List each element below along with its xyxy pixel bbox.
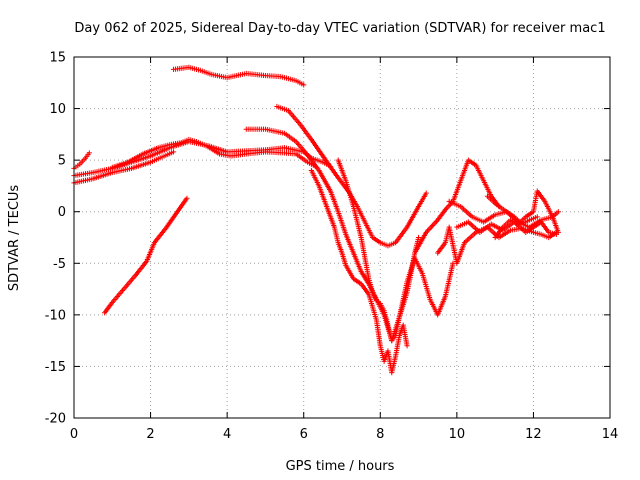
x-tick-label: 0 xyxy=(70,427,78,442)
series-arc-4 xyxy=(102,195,190,316)
series-arc-10 xyxy=(335,157,422,344)
x-tick-label: 6 xyxy=(300,427,308,442)
series-arc-6 xyxy=(109,136,318,170)
series-markers xyxy=(484,193,540,227)
series-markers xyxy=(109,136,318,170)
series-markers xyxy=(274,103,429,249)
y-axis-label: SDTVAR / TECUs xyxy=(7,185,22,292)
ticks: 0 2 4 6 8 10 12 14 -20 -15 -10 -5 0 5 10 15 xyxy=(45,51,619,443)
series-markers xyxy=(308,167,410,376)
x-tick-label: 4 xyxy=(223,427,231,442)
y-tick-label: -10 xyxy=(45,308,66,323)
series-arc-7 xyxy=(274,103,429,249)
series-markers xyxy=(492,188,561,241)
y-tick-label: 0 xyxy=(58,205,66,220)
series-arc-16 xyxy=(484,193,540,227)
y-tick-label: 10 xyxy=(49,102,66,117)
series-markers xyxy=(335,157,422,344)
series-markers xyxy=(412,157,502,256)
y-tick-label: 15 xyxy=(49,51,66,66)
series-markers xyxy=(170,64,307,88)
series-arc-5 xyxy=(170,64,307,88)
x-tick-label: 10 xyxy=(449,427,466,442)
series-arc-15 xyxy=(492,188,561,241)
series-arc-11 xyxy=(412,157,502,256)
plot-frame xyxy=(73,56,611,419)
y-tick-label: -15 xyxy=(45,360,66,375)
x-tick-label: 8 xyxy=(376,427,384,442)
series-markers xyxy=(102,195,190,316)
y-tick-label: -20 xyxy=(45,412,66,427)
y-tick-label: -5 xyxy=(53,257,66,272)
series-arc-12 xyxy=(435,224,559,266)
grid xyxy=(74,57,610,418)
x-axis-label: GPS time / hours xyxy=(286,459,395,474)
series-arc-9 xyxy=(308,167,410,376)
data-layer xyxy=(71,64,561,376)
x-tick-label: 2 xyxy=(146,427,154,442)
y-tick-label: 5 xyxy=(58,154,66,169)
x-tick-label: 12 xyxy=(525,427,542,442)
series-markers xyxy=(435,224,559,266)
x-tick-label: 14 xyxy=(602,427,619,442)
chart-title: Day 062 of 2025, Sidereal Day-to-day VTE… xyxy=(74,21,605,36)
